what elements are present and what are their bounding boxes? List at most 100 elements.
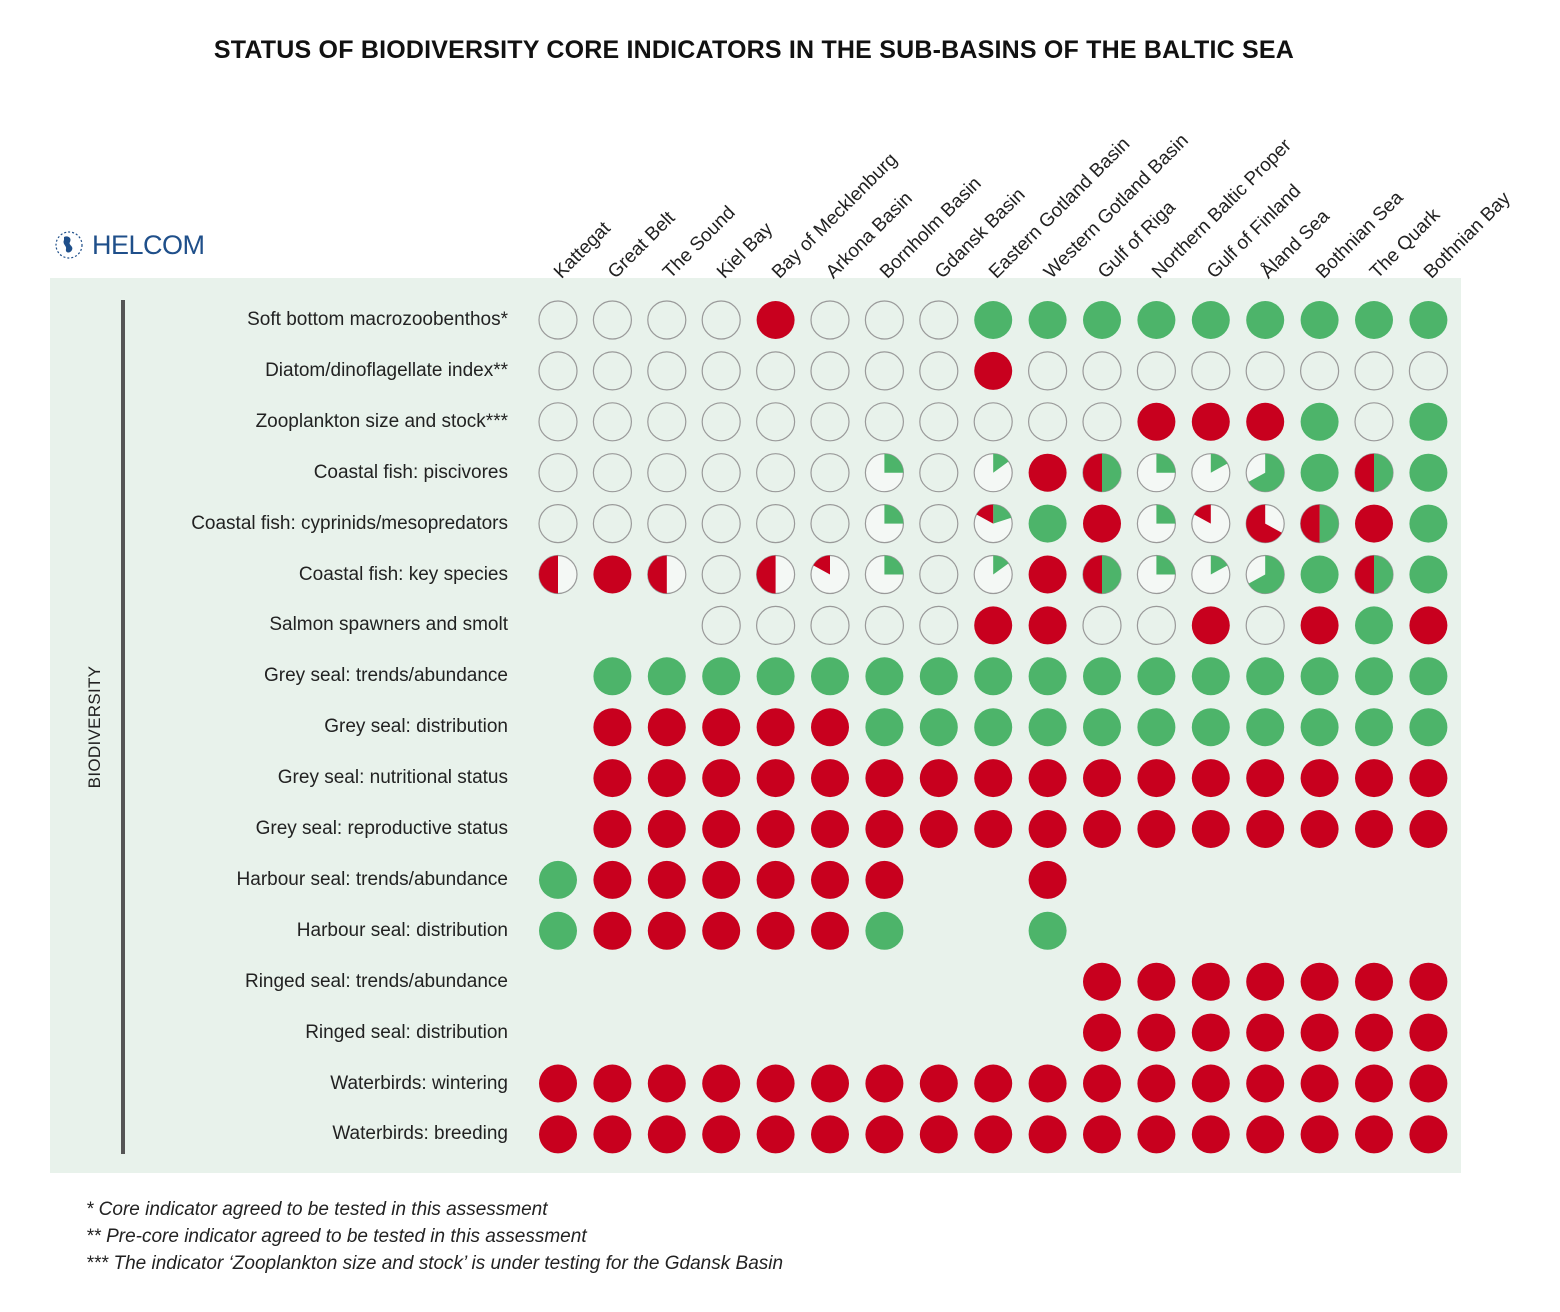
status-cell-harbour-seal-distribution-arkona-basin-bad bbox=[811, 911, 849, 950]
category-bar bbox=[121, 300, 125, 1154]
status-cell-diatom-dinoflagellate-index-bornholm-basin-not-assessed bbox=[864, 351, 905, 391]
status-cell-coastal-fish-key-species-bay-of-mecklenburg-pie bbox=[755, 554, 796, 595]
status-cell-grey-seal-trends-abundance-eastern-gotland-basin-good bbox=[974, 657, 1013, 696]
status-cell-soft-bottom-macrozoobenthos-kattegat-not-assessed bbox=[538, 300, 578, 340]
status-cell-diatom-dinoflagellate-index-the-quark-not-assessed bbox=[1354, 351, 1394, 391]
status-cell-soft-bottom-macrozoobenthos-western-gotland-basin-good bbox=[1028, 301, 1067, 339]
status-cell-soft-bottom-macrozoobenthos-kiel-bay-not-assessed bbox=[701, 300, 741, 340]
status-cell-waterbirds-wintering-land-sea-bad bbox=[1246, 1064, 1285, 1103]
status-cell-waterbirds-wintering-kiel-bay-bad bbox=[702, 1064, 741, 1103]
row-label-ringed-seal-trends-abundance: Ringed seal: trends/abundance bbox=[244, 970, 508, 992]
status-cell-coastal-fish-key-species-arkona-basin-pie-bad bbox=[813, 555, 830, 575]
status-cell-zooplankton-size-and-stock-bothnian-bay-good bbox=[1409, 402, 1448, 441]
status-cell-waterbirds-breeding-great-belt-bad bbox=[593, 1115, 632, 1154]
status-cell-coastal-fish-cyprinids-mesopredators-bay-of-mecklenburg-not-assessed bbox=[755, 503, 796, 544]
status-cell-waterbirds-breeding-the-quark-bad bbox=[1355, 1115, 1393, 1154]
status-cell-coastal-fish-key-species-land-sea-pie-good bbox=[1248, 555, 1285, 594]
status-cell-coastal-fish-piscivores-gulf-of-finland-pie-good bbox=[1210, 453, 1228, 473]
status-cell-grey-seal-nutritional-status-kiel-bay-bad bbox=[702, 759, 741, 798]
status-cell-waterbirds-wintering-gulf-of-riga-bad bbox=[1083, 1064, 1121, 1103]
status-cell-coastal-fish-cyprinids-mesopredators-great-belt-not-assessed bbox=[592, 503, 633, 544]
status-cell-coastal-fish-cyprinids-mesopredators-gdansk-basin-not-assessed bbox=[919, 503, 959, 544]
status-cell-coastal-fish-cyprinids-mesopredators-land-sea-pie-bad bbox=[1246, 504, 1282, 543]
status-cell-salmon-spawners-and-smolt-arkona-basin-not-assessed bbox=[810, 605, 850, 646]
status-cell-coastal-fish-cyprinids-mesopredators-eastern-gotland-basin-pie-bad bbox=[976, 504, 994, 524]
footnote-2: ** Pre-core indicator agreed to be teste… bbox=[86, 1226, 587, 1247]
status-cell-grey-seal-distribution-bornholm-basin-good bbox=[865, 708, 904, 747]
status-cell-waterbirds-breeding-kattegat-bad bbox=[539, 1115, 577, 1154]
status-cell-harbour-seal-distribution-kiel-bay-bad bbox=[702, 911, 741, 950]
status-cell-waterbirds-breeding-western-gotland-basin-bad bbox=[1028, 1115, 1067, 1154]
status-cell-coastal-fish-piscivores-northern-baltic-proper-pie bbox=[1136, 453, 1177, 493]
status-cell-grey-seal-trends-abundance-bornholm-basin-good bbox=[865, 657, 904, 696]
status-cell-waterbirds-breeding-northern-baltic-proper-bad bbox=[1137, 1115, 1176, 1154]
status-cell-coastal-fish-key-species-gulf-of-finland-pie-good bbox=[1210, 555, 1228, 575]
status-cell-grey-seal-reproductive-status-eastern-gotland-basin-bad bbox=[974, 810, 1013, 848]
status-cell-harbour-seal-distribution-western-gotland-basin-good bbox=[1028, 911, 1067, 950]
status-cell-grey-seal-nutritional-status-land-sea-bad bbox=[1246, 759, 1285, 798]
status-cell-coastal-fish-piscivores-gdansk-basin-not-assessed bbox=[919, 453, 959, 493]
status-cell-zooplankton-size-and-stock-the-sound-not-assessed bbox=[647, 402, 687, 442]
status-cell-diatom-dinoflagellate-index-gdansk-basin-not-assessed bbox=[919, 351, 959, 391]
status-cell-zooplankton-size-and-stock-arkona-basin-not-assessed bbox=[810, 402, 850, 442]
status-cell-grey-seal-nutritional-status-eastern-gotland-basin-bad bbox=[974, 759, 1013, 798]
status-cell-waterbirds-wintering-great-belt-bad bbox=[593, 1064, 632, 1103]
status-cell-harbour-seal-trends-abundance-kattegat-good bbox=[539, 860, 577, 899]
status-cell-coastal-fish-cyprinids-mesopredators-bornholm-basin-pie bbox=[864, 503, 905, 544]
status-cell-coastal-fish-cyprinids-mesopredators-the-sound-not-assessed bbox=[647, 503, 687, 544]
status-cell-diatom-dinoflagellate-index-eastern-gotland-basin-bad bbox=[974, 351, 1013, 390]
status-cell-zooplankton-size-and-stock-bothnian-sea-good bbox=[1300, 402, 1339, 441]
status-cell-coastal-fish-cyprinids-mesopredators-western-gotland-basin-good bbox=[1028, 504, 1067, 543]
status-cell-grey-seal-distribution-gulf-of-finland-good bbox=[1191, 708, 1230, 747]
status-cell-coastal-fish-piscivores-northern-baltic-proper-pie-good bbox=[1156, 453, 1176, 473]
status-cell-coastal-fish-cyprinids-mesopredators-eastern-gotland-basin-pie bbox=[973, 503, 1013, 544]
status-cell-coastal-fish-key-species-bothnian-bay-good bbox=[1409, 555, 1448, 594]
status-cell-coastal-fish-piscivores-land-sea-pie bbox=[1245, 453, 1285, 493]
status-cell-coastal-fish-piscivores-kattegat-not-assessed bbox=[538, 453, 578, 493]
chart-title: STATUS OF BIODIVERSITY CORE INDICATORS I… bbox=[213, 36, 1295, 64]
status-cell-coastal-fish-piscivores-the-sound-not-assessed bbox=[647, 453, 687, 493]
status-cell-diatom-dinoflagellate-index-western-gotland-basin-not-assessed bbox=[1027, 351, 1068, 391]
status-cell-coastal-fish-piscivores-land-sea-pie-good bbox=[1248, 453, 1285, 492]
row-label-coastal-fish-piscivores: Coastal fish: piscivores bbox=[313, 461, 508, 483]
status-cell-grey-seal-trends-abundance-bothnian-bay-good bbox=[1409, 657, 1448, 696]
status-cell-diatom-dinoflagellate-index-bay-of-mecklenburg-not-assessed bbox=[755, 351, 796, 391]
status-cell-soft-bottom-macrozoobenthos-the-quark-good bbox=[1355, 301, 1393, 339]
status-cell-coastal-fish-piscivores-bay-of-mecklenburg-not-assessed bbox=[755, 453, 796, 493]
row-label-diatom-dinoflagellate-index: Diatom/dinoflagellate index** bbox=[265, 359, 508, 381]
status-cell-zooplankton-size-and-stock-gdansk-basin-not-assessed bbox=[919, 402, 959, 442]
status-cell-grey-seal-distribution-western-gotland-basin-good bbox=[1028, 708, 1067, 747]
status-cell-coastal-fish-cyprinids-mesopredators-arkona-basin-not-assessed bbox=[810, 503, 850, 544]
status-cell-ringed-seal-trends-abundance-the-quark-bad bbox=[1355, 962, 1393, 1001]
status-cell-coastal-fish-key-species-land-sea-pie bbox=[1245, 554, 1285, 595]
status-cell-grey-seal-trends-abundance-great-belt-good bbox=[593, 657, 632, 696]
status-cell-coastal-fish-key-species-gdansk-basin-not-assessed bbox=[919, 554, 959, 595]
row-label-grey-seal-reproductive-status: Grey seal: reproductive status bbox=[255, 818, 508, 839]
status-cell-coastal-fish-piscivores-the-quark-pie-good bbox=[1374, 453, 1393, 492]
status-cell-grey-seal-reproductive-status-gulf-of-finland-bad bbox=[1191, 810, 1230, 848]
status-cell-salmon-spawners-and-smolt-northern-baltic-proper-not-assessed bbox=[1136, 605, 1177, 646]
status-cell-coastal-fish-piscivores-bothnian-sea-good bbox=[1300, 453, 1339, 492]
status-cell-coastal-fish-key-species-gulf-of-finland-pie bbox=[1191, 554, 1231, 595]
status-cell-diatom-dinoflagellate-index-gulf-of-riga-not-assessed bbox=[1082, 351, 1122, 391]
status-cell-diatom-dinoflagellate-index-great-belt-not-assessed bbox=[592, 351, 633, 391]
status-cell-coastal-fish-piscivores-the-quark-pie-bad bbox=[1355, 453, 1374, 492]
status-cell-coastal-fish-piscivores-western-gotland-basin-bad bbox=[1028, 453, 1067, 492]
status-cell-grey-seal-reproductive-status-gdansk-basin-bad bbox=[919, 810, 958, 848]
logo-text: HELCOM bbox=[92, 229, 205, 260]
status-cell-salmon-spawners-and-smolt-bornholm-basin-not-assessed bbox=[864, 605, 905, 646]
status-cell-coastal-fish-cyprinids-mesopredators-bornholm-basin-pie-good bbox=[884, 504, 904, 524]
status-cell-waterbirds-breeding-land-sea-bad bbox=[1246, 1115, 1285, 1154]
status-cell-ringed-seal-distribution-land-sea-bad bbox=[1246, 1013, 1285, 1052]
footnote-1: * Core indicator agreed to be tested in … bbox=[86, 1199, 548, 1220]
status-cell-coastal-fish-cyprinids-mesopredators-land-sea-pie bbox=[1245, 503, 1285, 544]
status-cell-harbour-seal-trends-abundance-arkona-basin-bad bbox=[811, 860, 849, 899]
status-cell-coastal-fish-piscivores-eastern-gotland-basin-pie bbox=[973, 453, 1013, 493]
status-cell-grey-seal-trends-abundance-northern-baltic-proper-good bbox=[1137, 657, 1176, 696]
status-cell-zooplankton-size-and-stock-bornholm-basin-not-assessed bbox=[864, 402, 905, 442]
status-cell-zooplankton-size-and-stock-gulf-of-finland-bad bbox=[1191, 402, 1230, 441]
status-cell-grey-seal-nutritional-status-arkona-basin-bad bbox=[811, 759, 849, 798]
status-cell-salmon-spawners-and-smolt-gulf-of-riga-not-assessed bbox=[1082, 605, 1122, 646]
status-cell-ringed-seal-trends-abundance-northern-baltic-proper-bad bbox=[1137, 962, 1176, 1001]
